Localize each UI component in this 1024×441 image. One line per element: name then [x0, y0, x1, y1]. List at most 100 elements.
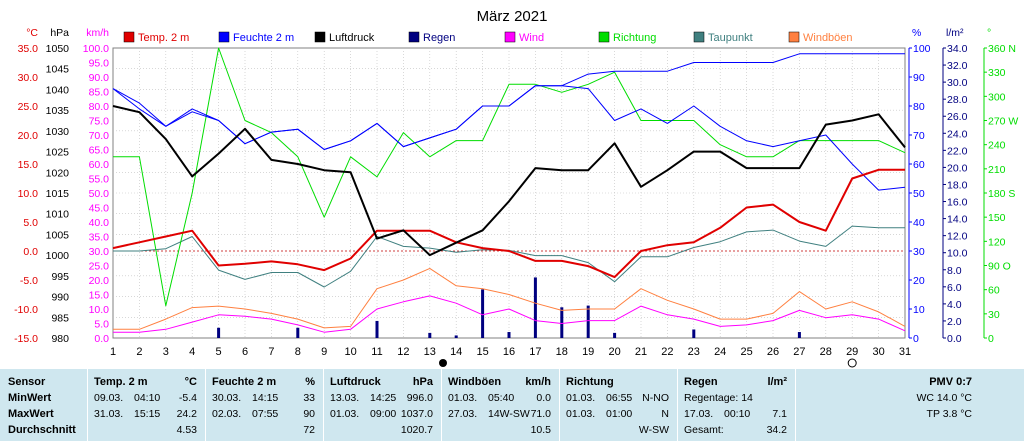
- stats-temp-min-value: -5.4: [178, 392, 197, 404]
- legend-swatch: [788, 31, 800, 43]
- series-windböen-line: [113, 267, 906, 330]
- axis-tick-label: 60: [913, 159, 925, 171]
- series-temp-2-m-line: [112, 168, 905, 279]
- legend-swatch: [693, 31, 705, 43]
- grid-layer: [112, 47, 906, 339]
- x-tick-label: 18: [556, 346, 568, 358]
- x-tick-label: 4: [189, 346, 195, 358]
- axis-tick-label: 120: [988, 236, 1006, 248]
- axis-tick-label: 5.0: [23, 217, 38, 229]
- stats-rain-total-value: 34.2: [766, 424, 787, 436]
- axis-unit-label: °C: [26, 27, 38, 39]
- axis-tick-label: 90: [913, 72, 925, 84]
- axis-tick-label: 18.0: [947, 179, 968, 191]
- series-taupunkt-line: [113, 225, 905, 288]
- rain-bar: [797, 332, 801, 338]
- axis-tick-label: 10: [913, 304, 925, 316]
- x-tick-label: 31: [899, 346, 911, 358]
- stats-label-avg: Durchschnitt: [8, 424, 76, 436]
- x-tick-label: 19: [582, 346, 594, 358]
- axis-tick-label: 1035: [46, 105, 70, 117]
- axis-tick-label: 12.0: [947, 231, 968, 243]
- stats-label-min: MinWert: [8, 392, 52, 404]
- axis-tick-label: 0.0: [947, 333, 962, 345]
- axis-tick-label: 1015: [46, 188, 70, 200]
- axis-tick-label: 90.0: [89, 72, 110, 84]
- legend-item: Richtung: [598, 31, 656, 44]
- axis-unit-label: km/h: [86, 27, 109, 39]
- axis-tick-label: 1045: [46, 64, 70, 76]
- axis-tick-label: 55.0: [89, 174, 110, 186]
- x-tick-label: 15: [476, 346, 488, 358]
- rain-bar: [217, 327, 221, 338]
- stats-temp-max-date: 31.03.: [94, 408, 124, 420]
- stats-gust-unit: km/h: [525, 376, 551, 388]
- x-tick-label: 2: [136, 346, 142, 358]
- axis-tick-label: -15.0: [14, 333, 38, 345]
- rain-bar: [375, 320, 379, 338]
- legend-item: Windböen: [788, 31, 853, 44]
- x-tick-label: 13: [424, 346, 436, 358]
- axis-tick-label: 25.0: [18, 101, 39, 113]
- axis-tick-label: 4.0: [947, 299, 962, 311]
- series-feuchte-2-m-tagesmittel-line: [112, 85, 906, 191]
- stats-humidity-unit: %: [305, 376, 315, 388]
- axis-tick-label: 100: [913, 43, 931, 55]
- axis-tick-label: 1010: [46, 209, 70, 221]
- axis-tick-label: 30.0: [947, 77, 968, 89]
- stats-sensor-title: Sensor: [8, 376, 46, 388]
- axis-tick-label: 30.0: [89, 246, 110, 258]
- axis-tick-label: 34.0: [947, 43, 968, 55]
- x-tick-label: 20: [608, 346, 620, 358]
- axis-tick-label: 32.0: [947, 60, 968, 72]
- axis-tick-label: 20.0: [18, 130, 39, 142]
- stats-temp-min-date: 09.03.: [94, 392, 124, 404]
- stats-humidity-min-date: 30.03.: [212, 392, 242, 404]
- axis-tick-label: 80.0: [89, 101, 110, 113]
- series-luftdruck-line: [112, 105, 906, 257]
- rain-bar: [613, 332, 617, 338]
- legend-item: Luftdruck: [314, 31, 375, 44]
- axis-tick-label: 70: [913, 130, 925, 142]
- axis-tick-label: 1025: [46, 147, 70, 159]
- stats-humidity-title: Feuchte 2 m: [212, 376, 277, 388]
- statistics-panel: Sensor MinWert MaxWert Durchschnitt Temp…: [0, 369, 1024, 441]
- axis-tick-label: 50: [913, 188, 925, 200]
- axis-tick-label: 270 W: [988, 116, 1018, 128]
- stats-divider: [205, 369, 206, 441]
- axis-tick-label: 30.0: [18, 72, 39, 84]
- axis-tick-label: 20.0: [947, 162, 968, 174]
- legend-item: Temp. 2 m: [123, 31, 189, 44]
- x-tick-label: 10: [344, 346, 356, 358]
- axis-tick-label: 25.0: [89, 261, 110, 273]
- legend-label: Regen: [423, 32, 455, 44]
- stats-temp-title: Temp. 2 m: [94, 376, 148, 388]
- x-tick-label: 26: [767, 346, 779, 358]
- stats-rain-max-value: 7.1: [772, 408, 787, 420]
- rain-bar: [296, 327, 300, 338]
- axis-tick-label: 100.0: [83, 43, 109, 55]
- axis-tick-label: 24.0: [947, 128, 968, 140]
- x-tick-label: 1: [110, 346, 116, 358]
- stats-temp-max-time: 15:15: [134, 408, 161, 420]
- x-tick-label: 25: [740, 346, 752, 358]
- legend-label: Richtung: [613, 32, 656, 44]
- stats-pmv-dewpoint: TP 3.8 °C: [926, 408, 972, 420]
- stats-humidity-min-value: 33: [303, 392, 315, 404]
- axis-tick-label: 10.0: [947, 248, 968, 260]
- stats-rain-total-label: Gesamt:: [684, 424, 724, 436]
- stats-temp-column: Temp. 2 m °C 09.03. 04:10 -5.4 31.03. 15…: [88, 369, 205, 441]
- axis-tick-label: 995: [51, 271, 69, 283]
- axis-tick-label: 26.0: [947, 111, 968, 123]
- legend-swatch: [123, 31, 135, 43]
- stats-humidity-column: Feuchte 2 m % 30.03. 14:15 33 02.03. 07:…: [206, 369, 323, 441]
- stats-pressure-unit: hPa: [412, 376, 433, 388]
- stats-divider: [441, 369, 442, 441]
- x-tick-label: 11: [371, 346, 382, 358]
- axis-tick-label: 85.0: [89, 87, 110, 99]
- legend-swatch: [598, 31, 610, 43]
- stats-direction-max-value: N: [661, 408, 669, 420]
- axis-tick-label: 40.0: [89, 217, 110, 229]
- axis-unit-label: hPa: [50, 27, 69, 39]
- axis-tick-label: 10.0: [18, 188, 39, 200]
